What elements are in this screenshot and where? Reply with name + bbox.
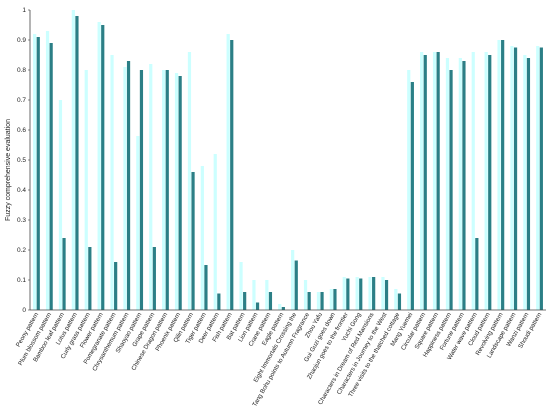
bar [204,265,208,310]
y-axis-title: Fuzzy comprehensive evaluation [5,119,12,221]
bar [432,52,437,310]
bar [458,58,462,310]
bar [243,292,247,310]
bar [462,61,466,310]
bar [501,40,505,310]
bar [187,52,192,310]
bar [178,76,182,310]
bar [88,247,92,310]
bar [139,70,144,310]
bar [329,289,333,310]
bar [488,55,492,310]
bar [381,277,385,310]
bar [268,292,273,310]
bar [423,55,427,310]
bar [217,293,221,310]
bar [97,22,101,310]
bar [62,238,66,310]
bar [213,154,217,310]
bar [265,280,269,310]
y-tick-label: 0.6 [17,127,26,134]
y-tick-label: 0.7 [17,97,26,104]
bar [255,302,260,310]
bars [33,10,543,310]
bar [523,55,527,310]
bar [449,70,453,310]
bar [359,278,363,310]
bar [294,260,298,310]
bar [252,280,256,310]
y-tick-label: 0.1 [17,277,26,284]
bar [307,292,311,310]
bar [230,40,234,310]
bar [475,238,479,310]
bar [539,47,543,310]
y-tick-label: 0.8 [17,67,26,74]
bar [303,280,308,310]
bar [149,64,153,310]
bar [84,70,88,310]
bar [101,25,105,310]
bar [410,82,414,310]
bar [191,172,195,310]
bar [471,52,475,310]
bar [226,34,230,310]
bar [484,52,488,310]
y-tick-label: 0.9 [17,37,26,44]
bar [513,47,518,310]
bar [162,70,166,310]
bar [497,40,501,310]
bar [49,43,53,310]
y-tick-label: 1 [22,7,26,14]
bar [346,278,350,310]
bar [110,55,114,310]
bar [75,16,79,310]
y-tick-label: 0 [22,307,26,314]
bar [58,100,63,310]
bar [445,58,450,310]
bar [71,10,75,310]
bar [420,52,424,310]
y-tick-label: 0.2 [17,247,26,254]
bar [114,262,118,310]
bar [174,73,179,310]
bar [36,37,40,310]
bar [33,34,37,310]
y-tick-label: 0.4 [17,187,26,194]
bar [200,166,204,310]
bar [165,70,169,310]
y-tick-label: 0.5 [17,157,26,164]
bar [510,46,514,310]
bar [136,136,140,310]
bar [291,250,295,310]
bar [536,46,540,310]
bar [123,67,127,310]
bar [355,277,359,310]
bar [384,280,389,310]
y-axis-ticks: 0 0.1 0.2 0.3 0.4 0.5 0.6 0.7 0.8 0.9 1 [17,7,30,314]
bar [316,292,321,310]
bar [320,292,324,310]
bar [526,58,531,310]
bar [407,70,411,310]
bar [45,31,50,310]
y-axis-title-group: Fuzzy comprehensive evaluation [5,119,12,221]
bar [394,289,398,310]
bar [278,304,282,310]
bar [333,289,337,310]
bar [126,61,131,310]
axes [29,10,546,311]
y-tick-label: 0.3 [17,217,26,224]
bar [342,277,346,310]
bar [368,277,372,310]
bar [372,277,376,310]
bar [397,293,402,310]
bar [281,307,285,310]
bar [436,52,440,310]
bar [152,247,156,310]
bar [239,262,243,310]
